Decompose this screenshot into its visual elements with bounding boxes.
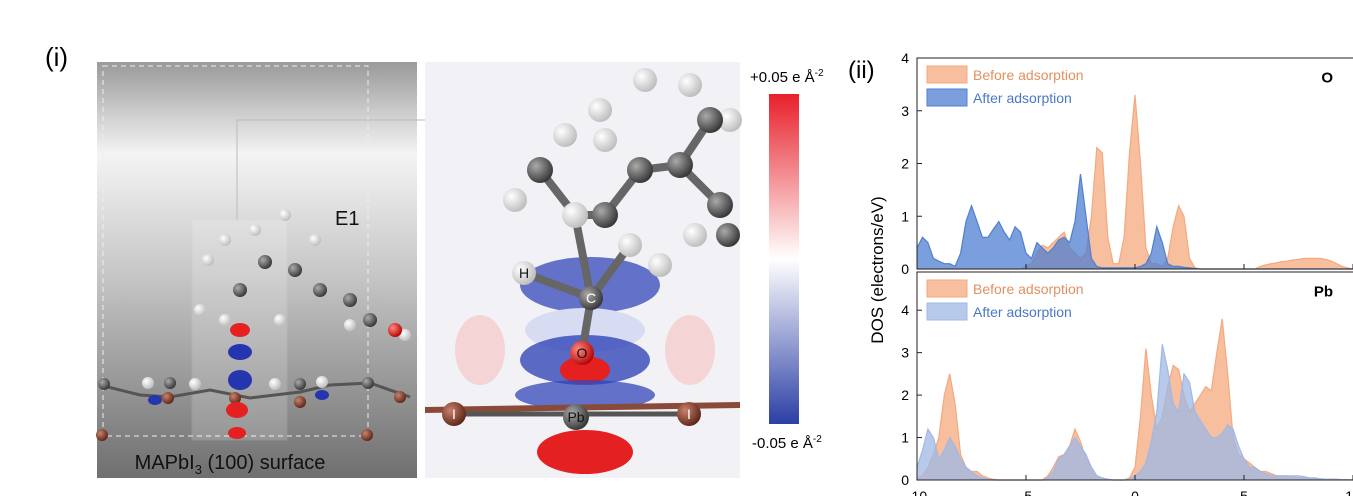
y-tick-label: 2 <box>901 387 909 403</box>
x-tick-label: 10 <box>1345 488 1353 496</box>
x-tick-label: -10 <box>907 488 927 496</box>
panel-label: (ii) <box>848 57 875 84</box>
colorbar-max-text: +0.05 e Å <box>750 69 815 86</box>
panel-label: (i) <box>45 42 68 72</box>
atom-label: I <box>687 406 691 422</box>
area-line <box>916 318 1353 481</box>
y-tick-label: 0 <box>901 261 909 277</box>
legend-swatch <box>926 279 968 298</box>
molecule-label: E1 <box>335 208 359 230</box>
colorbar-max: +0.05 e Å-2 <box>750 68 824 86</box>
atom-label: C <box>586 290 596 306</box>
plot-frame <box>916 271 1353 481</box>
surface-label-sub: 3 <box>195 462 202 477</box>
surface-label-rest: (100) surface <box>202 452 325 474</box>
atom-label: H <box>519 265 529 281</box>
atom-label: I <box>452 406 456 422</box>
surface-label-main: MAPbI <box>135 452 195 474</box>
element-label: Pb <box>1314 284 1333 301</box>
colorbar-min-text: -0.05 e Å <box>752 435 813 452</box>
x-tick-label: 0 <box>1131 488 1139 496</box>
colorbar-min: -0.05 e Å-2 <box>752 434 822 452</box>
y-tick-label: 1 <box>901 208 909 224</box>
charge-density-render <box>424 62 742 478</box>
colorbar-max-sup: -2 <box>815 68 824 79</box>
dos-charts: Before adsorption After adsorption 0 1 2 3 4 O B… <box>901 50 1353 496</box>
legend-label: Before adsorption <box>973 67 1084 83</box>
colorbar-min-sup: -2 <box>813 434 822 445</box>
legend-label: After adsorption <box>973 304 1072 320</box>
area-fill <box>917 318 1353 480</box>
y-tick-label: 4 <box>901 50 909 66</box>
area-line <box>916 344 1353 481</box>
legend-swatch <box>926 88 968 107</box>
atom-label: Pb <box>567 409 584 425</box>
area-fill <box>917 174 1353 269</box>
surface-render <box>96 62 425 478</box>
x-tick-label: -5 <box>1020 488 1033 496</box>
colorbar <box>769 94 799 424</box>
y-axis-label: DOS (electrons/eV) <box>868 196 887 343</box>
legend-label: After adsorption <box>973 90 1072 106</box>
y-tick-label: 4 <box>901 302 909 318</box>
atom-label: O <box>577 345 588 361</box>
y-tick-label: 1 <box>901 430 909 446</box>
y-tick-label: 2 <box>901 156 909 172</box>
element-label: O <box>1321 70 1333 87</box>
y-tick-label: 3 <box>901 345 909 361</box>
legend-swatch <box>926 65 968 84</box>
area-fill <box>917 344 1353 480</box>
legend-swatch <box>926 302 968 321</box>
y-tick-label: 0 <box>901 472 909 488</box>
area-fill <box>917 94 1353 270</box>
y-tick-label: 3 <box>901 103 909 119</box>
surface-label: MAPbI3 (100) surface <box>135 452 326 477</box>
legend-label: Before adsorption <box>973 281 1084 297</box>
x-tick-label: 5 <box>1240 488 1248 496</box>
